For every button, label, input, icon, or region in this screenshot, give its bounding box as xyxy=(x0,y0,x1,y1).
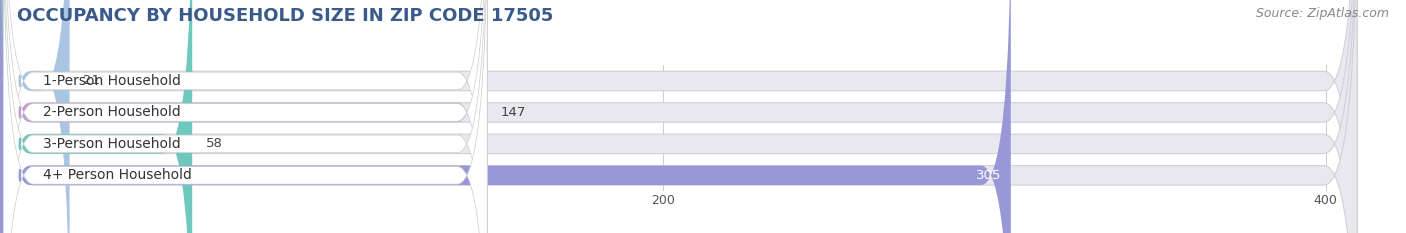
Text: 147: 147 xyxy=(501,106,526,119)
FancyBboxPatch shape xyxy=(0,0,193,233)
FancyBboxPatch shape xyxy=(3,0,488,233)
Text: Source: ZipAtlas.com: Source: ZipAtlas.com xyxy=(1256,7,1389,20)
FancyBboxPatch shape xyxy=(0,0,1011,233)
FancyBboxPatch shape xyxy=(0,0,70,233)
Text: 2-Person Household: 2-Person Household xyxy=(44,105,181,120)
FancyBboxPatch shape xyxy=(3,0,488,233)
Text: 3-Person Household: 3-Person Household xyxy=(44,137,181,151)
Text: 58: 58 xyxy=(205,137,222,150)
FancyBboxPatch shape xyxy=(0,0,488,233)
Text: 1-Person Household: 1-Person Household xyxy=(44,74,181,88)
Text: OCCUPANCY BY HOUSEHOLD SIZE IN ZIP CODE 17505: OCCUPANCY BY HOUSEHOLD SIZE IN ZIP CODE … xyxy=(17,7,553,25)
FancyBboxPatch shape xyxy=(0,0,1357,233)
Text: 305: 305 xyxy=(976,169,1001,182)
FancyBboxPatch shape xyxy=(3,0,488,233)
FancyBboxPatch shape xyxy=(0,0,1357,233)
FancyBboxPatch shape xyxy=(3,0,488,233)
Text: 4+ Person Household: 4+ Person Household xyxy=(44,168,193,182)
FancyBboxPatch shape xyxy=(0,0,1357,233)
FancyBboxPatch shape xyxy=(0,0,1357,233)
Text: 21: 21 xyxy=(83,75,100,87)
